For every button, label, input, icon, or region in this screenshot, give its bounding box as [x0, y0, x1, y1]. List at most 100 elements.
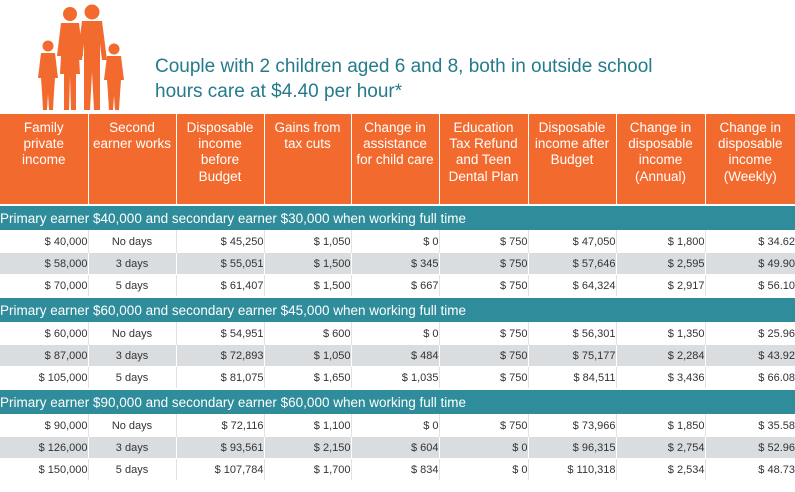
table-cell: $ 750 [439, 274, 529, 297]
table-cell: $ 1,700 [264, 458, 352, 480]
column-header-line: and Teen [455, 152, 512, 168]
column-header-line: for child care [356, 152, 434, 168]
column-header-line: Change in [364, 120, 426, 135]
table-cell: $ 126,000 [0, 436, 89, 459]
table-cell: 5 days [88, 458, 177, 480]
table-cell: $ 2,917 [616, 274, 706, 297]
table-cell: $ 73,966 [528, 414, 617, 437]
title-line-1: Couple with 2 children aged 6 and 8, bot… [155, 56, 653, 77]
table-cell: $ 54,951 [176, 322, 265, 345]
table-cell: $ 750 [439, 366, 529, 389]
table-row: $ 87,000 3 days $ 72,893 $ 1,050 $ 484 $ 750 $… [0, 344, 795, 367]
table-cell: $ 87,000 [0, 344, 89, 367]
table-cell: $ 2,595 [616, 252, 706, 275]
table-cell: $ 834 [351, 458, 440, 480]
column-header-line: income after [534, 136, 610, 152]
column-header: Education Tax Refund and Teen Dental Plan [439, 114, 529, 205]
table-row: $ 90,000 No days $ 72,116 $ 1,100 $ 0 $ 750 $ … [0, 414, 795, 437]
table-cell: $ 604 [351, 436, 440, 459]
table-cell: No days [88, 322, 177, 345]
column-header-line: income [638, 152, 683, 168]
table-cell: $ 70,000 [0, 274, 89, 297]
column-header: Gains from tax cuts [264, 114, 352, 205]
table-cell: $ 93,561 [176, 436, 265, 459]
column-header-line: Change in [719, 120, 782, 135]
section-title: Primary earner $40,000 and secondary ear… [0, 204, 795, 231]
table-body: Primary earner $40,000 and secondary ear… [0, 204, 795, 480]
table-cell: 5 days [88, 366, 177, 389]
table-cell: $ 2,754 [616, 436, 706, 459]
table-cell: $ 0 [351, 230, 440, 253]
table-cell: $ 1,100 [264, 414, 352, 437]
table-cell: $ 96,315 [528, 436, 617, 459]
table-cell: 3 days [88, 252, 177, 275]
column-header-line: Budget [550, 152, 594, 168]
table-cell: $ 75,177 [528, 344, 617, 367]
table-cell: $ 0 [351, 414, 440, 437]
table-cell: $ 150,000 [0, 458, 89, 480]
table-cell: 3 days [88, 344, 177, 367]
table-cell: $ 40,000 [0, 230, 89, 253]
table-row: $ 60,000 No days $ 54,951 $ 600 $ 0 $ 750 $ 56… [0, 322, 795, 345]
column-header-line: (Annual) [634, 168, 687, 184]
table-cell: $ 1,035 [351, 366, 440, 389]
table-cell: $ 750 [439, 322, 529, 345]
table-cell: $ 1,650 [264, 366, 352, 389]
table-header: Family private income Second earner works Dis… [0, 114, 795, 205]
column-header-line: earner works [92, 136, 172, 152]
table-cell: $ 55,051 [176, 252, 265, 275]
table-cell: $ 0 [439, 458, 529, 480]
table-row: $ 126,000 3 days $ 93,561 $ 2,150 $ 604 $ 0 $ … [0, 436, 795, 459]
table-cell: $ 35.58 [705, 414, 795, 437]
column-header-line: Gains from [274, 120, 341, 135]
table-row: $ 105,000 5 days $ 81,075 $ 1,650 $ 1,035 $ 7… [0, 366, 795, 389]
table-cell: $ 34.62 [705, 230, 795, 253]
section-row: Primary earner $40,000 and secondary ear… [0, 204, 795, 231]
comparison-table: Family private income Second earner works Dis… [0, 114, 795, 480]
table-cell: $ 484 [351, 344, 440, 367]
table-cell: 5 days [88, 274, 177, 297]
table-cell: $ 84,511 [528, 366, 617, 389]
column-header-line: Change in [629, 120, 692, 135]
column-header-line: disposable [717, 136, 783, 152]
table-cell: $ 1,350 [616, 322, 706, 345]
column-header: Disposable income before Budget [176, 114, 265, 205]
column-header: Second earner works [88, 114, 177, 205]
table-cell: No days [88, 414, 177, 437]
table-cell: $ 45,250 [176, 230, 265, 253]
table-cell: $ 1,800 [616, 230, 706, 253]
table-cell: $ 1,500 [264, 252, 352, 275]
table-cell: $ 2,284 [616, 344, 706, 367]
table-cell: $ 2,534 [616, 458, 706, 480]
table-cell: $ 81,075 [176, 366, 265, 389]
column-header-line: income [198, 136, 242, 152]
table-cell: $ 56.10 [705, 274, 795, 297]
table-cell: $ 58,000 [0, 252, 89, 275]
table-cell: $ 47,050 [528, 230, 617, 253]
column-header: Disposable income after Budget [528, 114, 617, 205]
column-header-line: Budget [198, 168, 242, 184]
table-row: $ 70,000 5 days $ 61,407 $ 1,500 $ 667 $ 750 $… [0, 274, 795, 297]
column-header-line: before [200, 152, 240, 168]
column-header-line: Disposable [186, 120, 254, 135]
column-header-line: income [728, 152, 773, 168]
table-cell: $ 72,116 [176, 414, 265, 437]
table-cell: $ 1,500 [264, 274, 352, 297]
table-cell: $ 600 [264, 322, 352, 345]
section-title: Primary earner $60,000 and secondary ear… [0, 296, 795, 323]
column-header-line: (Weekly) [723, 168, 777, 184]
column-header-line: tax cuts [284, 136, 331, 152]
table-cell: $ 52.96 [705, 436, 795, 459]
table-row: $ 40,000 No days $ 45,250 $ 1,050 $ 0 $ 750 $ … [0, 230, 795, 253]
column-header-line: Second [109, 120, 155, 135]
table-cell: $ 43.92 [705, 344, 795, 367]
column-header-line: Tax Refund [449, 136, 518, 152]
column-header-line: private [23, 136, 65, 152]
table-cell: $ 1,050 [264, 230, 352, 253]
table-cell: $ 61,407 [176, 274, 265, 297]
column-header-line: income [21, 152, 66, 168]
column-header-line: disposable [628, 136, 693, 152]
table-cell: $ 60,000 [0, 322, 89, 345]
table-cell: $ 3,436 [616, 366, 706, 389]
column-header: Change in assistance for child care [351, 114, 440, 205]
